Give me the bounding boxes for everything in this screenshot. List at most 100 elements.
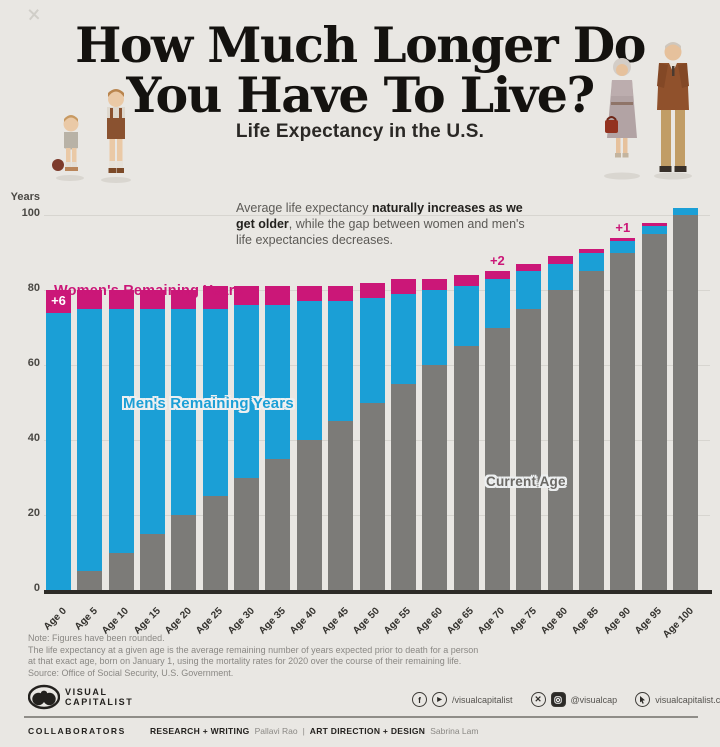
- visual-capitalist-logo: VISUAL CAPITALIST: [28, 682, 133, 712]
- y-tick-label: 80: [27, 282, 40, 294]
- bar-segment-current: [422, 365, 448, 590]
- bar-segment-current: [610, 252, 636, 590]
- bar-segment-women: [296, 286, 322, 302]
- bar-segment-women: [484, 271, 510, 279]
- bar-segment-current: [108, 552, 134, 590]
- title-line-2: You Have To Live?: [126, 66, 595, 124]
- y-tick-label: 20: [27, 507, 40, 519]
- annotation-post: , while the gap between women and men's …: [236, 217, 525, 247]
- page-subtitle: Life Expectancy in the U.S.: [235, 121, 485, 142]
- bar-segment-men: [516, 271, 542, 309]
- woman-handbag-icon: [605, 120, 618, 133]
- cursor-icon[interactable]: [635, 692, 651, 707]
- bar-segment-men: [453, 286, 479, 347]
- research-writing-label: RESEARCH + WRITING: [149, 726, 250, 736]
- youtube-icon[interactable]: ▶: [432, 692, 447, 707]
- footnotes: Note: Figures have been rounded. The lif…: [28, 633, 588, 679]
- facebook-youtube-handle[interactable]: /visualcapitalist: [452, 694, 513, 705]
- chart-annotation: Average life expectancy naturally increa…: [236, 200, 528, 248]
- x-axis-label: Age 95: [633, 605, 665, 637]
- y-tick-label: 60: [27, 357, 40, 369]
- bar-segment-women: [328, 286, 354, 302]
- bar-segment-women: [453, 275, 479, 287]
- footer-divider: [24, 716, 698, 718]
- page-title: How Much Longer Do You Have To Live?: [0, 20, 720, 120]
- bar-segment-current: [516, 308, 542, 590]
- note-line-1: Note: Figures have been rounded.: [28, 633, 165, 643]
- x-axis-label: Age 100: [660, 605, 696, 641]
- gridline: [44, 515, 710, 516]
- bar-segment-men: [359, 297, 385, 403]
- logo-text-line-1: VISUAL: [65, 687, 108, 697]
- bar-segment-current: [202, 496, 228, 590]
- art-direction-design-name: Sabrina Lam: [430, 726, 479, 736]
- bar-segment-current: [234, 477, 260, 590]
- bar-segment-women: [359, 282, 385, 298]
- bar-segment-women: [516, 263, 542, 272]
- bar-segment-men: [484, 278, 510, 328]
- bar-segment-women: [610, 237, 636, 242]
- figurine-elderly-man: [654, 42, 692, 180]
- bar-segment-men: [234, 305, 260, 478]
- bar-segment-current: [641, 233, 667, 590]
- figurine-toddler: [52, 115, 84, 181]
- x-axis-label: Age 90: [601, 605, 633, 637]
- bar-segment-current: [484, 327, 510, 590]
- note-line-4: Source: Office of Social Security, U.S. …: [28, 667, 234, 678]
- note-line-3: at that exact age, born on January 1, us…: [28, 656, 462, 666]
- legend-men-label: Men's Remaining Years: [123, 395, 294, 412]
- website-link[interactable]: visualcapitalist.com: [655, 694, 720, 705]
- bar-segment-current: [171, 515, 197, 590]
- bar-segment-women: [422, 278, 448, 290]
- gridline: [44, 440, 710, 441]
- art-direction-design-label: ART DIRECTION + DESIGN: [309, 726, 426, 736]
- bar-segment-women: [578, 248, 604, 253]
- binoculars-icon: [28, 684, 60, 710]
- bar-segment-men: [296, 301, 322, 440]
- bar-segment-current: [673, 215, 698, 590]
- x-instagram-handle[interactable]: @visualcap: [570, 694, 618, 705]
- bar-segment-men: [108, 308, 134, 553]
- legend-women-label: Women's Remaining Years: [54, 283, 243, 299]
- bar-segment-current: [453, 346, 479, 590]
- collab-separator: |: [302, 726, 305, 736]
- facebook-icon[interactable]: f: [412, 692, 427, 707]
- bar-segment-women: [641, 222, 667, 227]
- research-writing-name: Pallavi Rao: [254, 726, 298, 736]
- bar-segment-current: [140, 533, 166, 590]
- collaborators-bar: COLLABORATORS RESEARCH + WRITING Pallavi…: [28, 726, 698, 736]
- figurine-boy: [101, 89, 131, 183]
- bar-segment-current: [359, 402, 385, 590]
- figurine-elderly-woman: [604, 58, 640, 180]
- y-tick-label: 100: [21, 207, 40, 219]
- bar-segment-current: [77, 571, 103, 590]
- bar-segment-men: [578, 252, 604, 272]
- bar-segment-current: [265, 458, 291, 590]
- x-axis-line: [44, 590, 712, 594]
- bar-segment-men: [673, 207, 698, 215]
- paper-texture-mark: [27, 8, 41, 20]
- y-axis-unit-label: Years: [10, 191, 40, 203]
- bar-segment-current: [296, 440, 322, 590]
- note-line-2: The life expectancy at a given age is th…: [28, 644, 479, 655]
- x-twitter-icon[interactable]: ✕: [530, 692, 546, 707]
- y-tick-label: 40: [27, 432, 40, 444]
- bar-segment-men: [390, 293, 416, 384]
- y-tick-label: 0: [33, 582, 40, 594]
- bar-segment-men: [140, 308, 166, 534]
- legend-current-age-label: Current Age: [486, 474, 566, 489]
- annotation-pre: Average life expectancy: [236, 201, 372, 215]
- bar-segment-women: [390, 278, 416, 294]
- bar-segment-women: [265, 286, 291, 305]
- bar-segment-current: [328, 421, 354, 590]
- logo-text-line-2: CAPITALIST: [65, 697, 134, 707]
- title-line-1: How Much Longer Do: [75, 16, 646, 74]
- bar-segment-men: [422, 290, 448, 365]
- toddler-ball-icon: [52, 159, 64, 171]
- bar-segment-women: [547, 256, 573, 264]
- instagram-icon[interactable]: [550, 692, 566, 707]
- bar-segment-men: [328, 301, 354, 422]
- collaborators-label: COLLABORATORS: [28, 726, 126, 736]
- bar-value-label: +1: [615, 219, 631, 235]
- bar-segment-men: [610, 241, 636, 253]
